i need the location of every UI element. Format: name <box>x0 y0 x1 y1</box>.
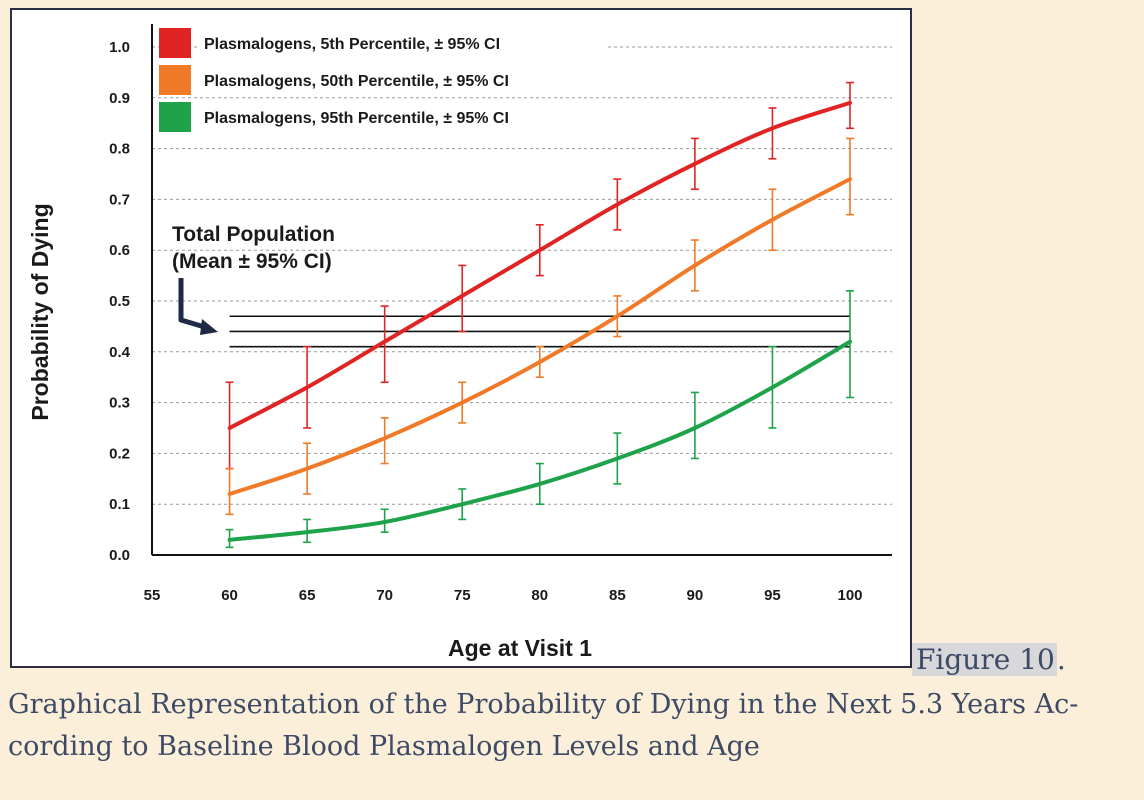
y-tick-label: 0.1 <box>109 496 130 513</box>
series-line-3 <box>227 339 852 542</box>
figure-label-period: . <box>1056 643 1066 676</box>
arrow-icon <box>178 278 209 331</box>
y-tick-label: 0.5 <box>109 293 130 310</box>
y-tick-label: 0.8 <box>109 141 130 158</box>
legend-swatch <box>159 28 191 58</box>
legend-swatch <box>159 102 191 132</box>
legend-label: Plasmalogens, 50th Percentile, ± 95% CI <box>204 73 509 90</box>
y-tick-label: 1.0 <box>109 39 130 56</box>
x-tick-label: 60 <box>221 587 238 604</box>
series-lines <box>225 81 854 549</box>
x-tick-label: 65 <box>299 587 316 604</box>
x-tick-label: 55 <box>144 587 161 604</box>
y-tick-label: 0.0 <box>109 547 130 564</box>
axes: 0.0 0.1 0.2 0.3 0.4 0.5 0.6 0.7 0.8 0.9 1.0 55 60 65 7… <box>109 24 892 604</box>
figure-label: Figure 10. <box>912 638 1066 682</box>
y-tick-label: 0.3 <box>109 395 130 412</box>
legend-text-backdrop <box>198 103 608 131</box>
y-tick-label: 0.7 <box>109 191 130 208</box>
x-tick-label: 90 <box>687 587 704 604</box>
x-tick-label: 85 <box>609 587 626 604</box>
figure-number: Figure 10 <box>912 643 1057 676</box>
arrow-head-icon <box>200 319 218 335</box>
x-tick-label: 75 <box>454 587 471 604</box>
y-tick-label: 0.6 <box>109 242 130 259</box>
legend: Plasmalogens, 5th Percentile, ± 95% CI Pl… <box>159 28 608 132</box>
x-tick-label: 95 <box>764 587 781 604</box>
x-tick-label: 70 <box>376 587 393 604</box>
y-tick-label: 0.9 <box>109 90 130 107</box>
legend-label: Plasmalogens, 95th Percentile, ± 95% CI <box>204 110 509 127</box>
legend-label: Plasmalogens, 5th Percentile, ± 95% CI <box>204 36 500 53</box>
line-chart: 0.0 0.1 0.2 0.3 0.4 0.5 0.6 0.7 0.8 0.9 1.0 55 60 65 7… <box>27 24 892 661</box>
total-population-band <box>229 315 850 348</box>
figure-frame: 0.0 0.1 0.2 0.3 0.4 0.5 0.6 0.7 0.8 0.9 1.0 55 60 65 7… <box>10 8 912 668</box>
legend-text-backdrop <box>198 29 608 57</box>
total-population-sublabel: (Mean ± 95% CI) <box>172 250 332 273</box>
y-tick-label: 0.4 <box>109 344 131 361</box>
x-axis-title: Age at Visit 1 <box>448 635 592 661</box>
x-tick-label: 80 <box>531 587 548 604</box>
legend-swatch <box>159 65 191 95</box>
legend-text-backdrop <box>198 66 608 94</box>
figure-caption: Graphical Representation of the Probabil… <box>8 689 1079 762</box>
x-tick-label: 100 <box>837 587 862 604</box>
total-population-label: Total Population <box>172 223 335 246</box>
y-tick-label: 0.2 <box>109 445 130 462</box>
y-axis-title: Probability of Dying <box>27 203 53 420</box>
